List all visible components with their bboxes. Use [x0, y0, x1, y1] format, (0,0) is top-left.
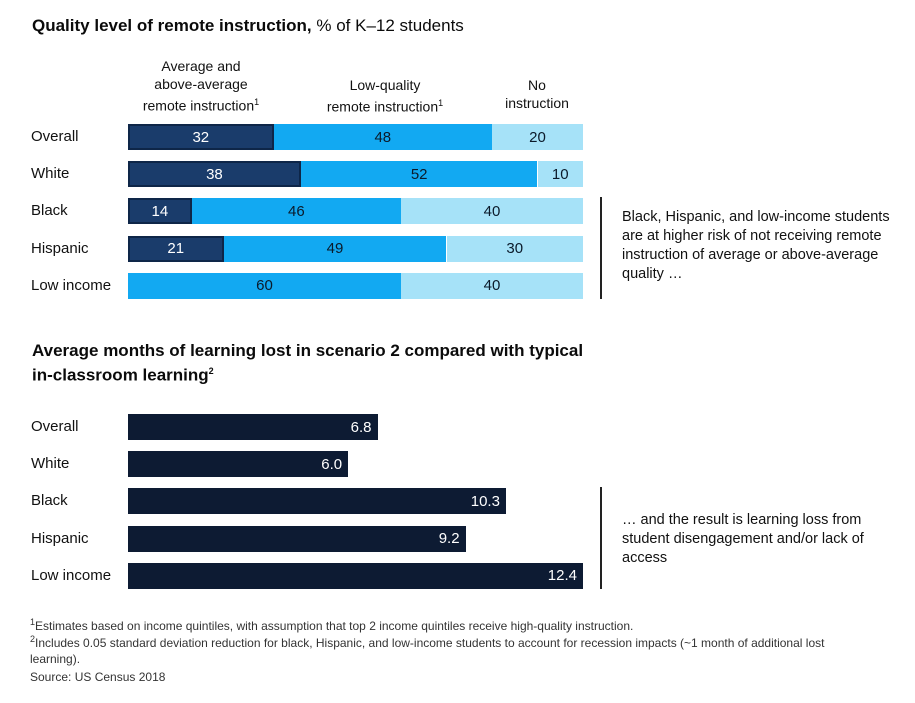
category-label-2-low-income: Low income — [31, 566, 112, 584]
bar-segment-hispanic-1: 49 — [223, 235, 447, 262]
chart1-title: Quality level of remote instruction, % o… — [32, 16, 464, 35]
category-label-2-black: Black — [31, 492, 68, 510]
annotation-1: Black, Hispanic, and low-income students… — [622, 209, 890, 282]
learning-loss-bar-white: 6.0 — [128, 451, 349, 478]
bar-segment-white-0: 38 — [128, 161, 301, 188]
legend-header-average: Average and above-average remote instruc… — [142, 58, 260, 114]
category-label-white: White — [31, 165, 70, 183]
legend-header-low-quality: Low-quality remote instruction1 — [326, 77, 444, 115]
category-label-2-white: White — [31, 455, 70, 473]
bar-segment-black-1: 46 — [191, 198, 401, 225]
learning-loss-bar-overall: 6.8 — [128, 414, 378, 440]
bar-segment-black-2: 40 — [401, 198, 583, 225]
learning-loss-bar-black: 10.3 — [128, 488, 506, 515]
category-label-2-overall: Overall — [31, 418, 79, 435]
footnote-1: 1Estimates based on income quintiles, wi… — [30, 617, 634, 633]
learning-loss-bar-low-income: 12.4 — [128, 562, 583, 589]
bar-segment-hispanic-2: 30 — [446, 235, 583, 262]
bar-segment-overall-2: 20 — [492, 124, 583, 150]
chart2-title: Average months of learning lost in scena… — [32, 341, 584, 385]
bar-segment-low-income-1: 60 — [128, 272, 401, 299]
category-label-overall: Overall — [31, 128, 79, 145]
annotation-divider-2 — [600, 487, 602, 589]
bar-segment-overall-0: 32 — [128, 124, 274, 150]
bar-segment-white-1: 52 — [300, 161, 538, 188]
bar-segment-black-0: 14 — [128, 198, 192, 225]
bar-segment-hispanic-0: 21 — [128, 235, 224, 262]
annotation-divider-1 — [600, 197, 602, 299]
category-label-hispanic: Hispanic — [31, 239, 89, 257]
source-note: Source: US Census 2018 — [30, 670, 166, 684]
footnote-2: 2Includes 0.05 standard deviation reduct… — [30, 634, 825, 666]
bar-segment-low-income-2: 40 — [401, 272, 583, 299]
category-label-2-hispanic: Hispanic — [31, 529, 89, 547]
legend-header-no-instruction: No instruction — [505, 77, 569, 111]
bar-segment-white-2: 10 — [537, 161, 583, 188]
annotation-2: … and the result is learning loss from s… — [622, 512, 864, 566]
learning-loss-bar-hispanic: 9.2 — [128, 525, 466, 552]
bar-segment-overall-1: 48 — [273, 124, 492, 150]
category-label-low-income: Low income — [31, 276, 112, 294]
category-label-black: Black — [31, 202, 68, 220]
